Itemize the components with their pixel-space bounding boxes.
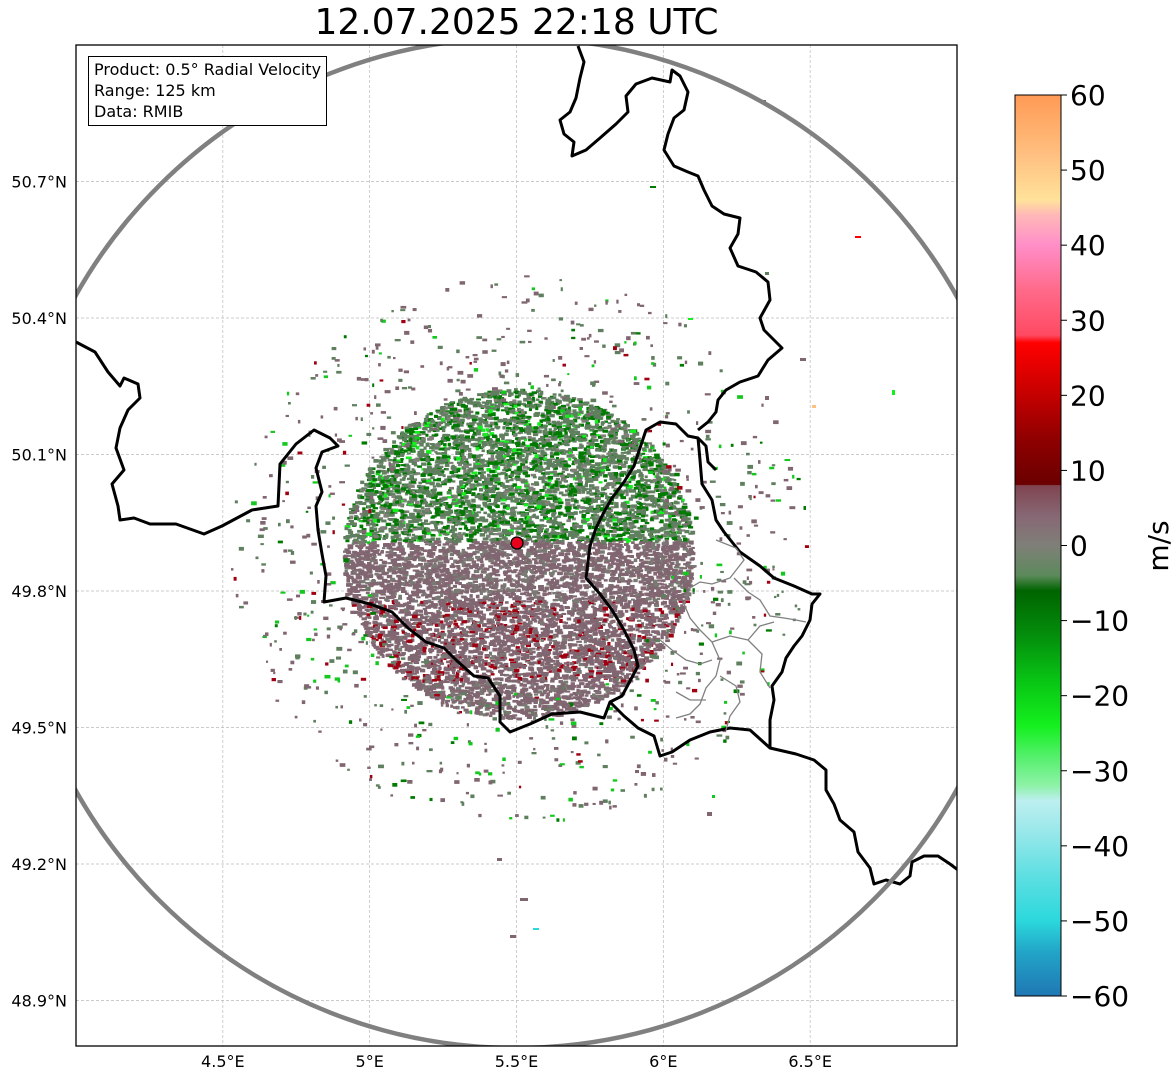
border-fr-de-south [608,700,957,886]
lat-tick-label: 49.5°N [11,719,67,738]
colorbar-tick-label: −20 [1070,680,1129,713]
colorbar-tick-label: 20 [1070,379,1106,412]
lon-tick-label: 6°E [649,1052,677,1071]
colorbar-bar [1014,94,1062,997]
country-borders [76,45,957,886]
colorbar-ticks: 60 50 40 30 20 10 0 −10 −20 −30 −40 −50 −60 [1061,79,1129,1013]
colorbar-tick-label: −10 [1070,605,1129,638]
info-product: Product: 0.5° Radial Velocity [94,60,322,79]
colorbar-label: m/s [1142,520,1171,571]
region-border [675,539,745,719]
colorbar-tick-label: 60 [1070,79,1106,112]
velocity-echo-field [231,100,895,938]
region-border [733,577,807,623]
lat-tick-label: 49.2°N [11,855,67,874]
region-border [719,675,741,731]
lat-tick-label: 50.7°N [11,173,67,192]
colorbar-tick-label: −30 [1070,755,1129,788]
lon-tick-label: 5.5°E [495,1052,539,1071]
colorbar-tick-label: 50 [1070,154,1106,187]
colorbar-tick-label: 10 [1070,454,1106,487]
lon-tick-label: 5°E [356,1052,384,1071]
region-border [659,639,713,665]
colorbar: 60 50 40 30 20 10 0 −10 −20 −30 −40 −50 −60 m/s [1014,79,1171,1013]
lon-tick-label: 4.5°E [201,1052,245,1071]
lat-tick-label: 50.4°N [11,309,67,328]
lat-tick-label: 50.1°N [11,446,67,465]
radar-site-marker [510,536,524,550]
info-data-source: Data: RMIB [94,102,184,121]
region-border [675,691,706,701]
product-info-box: Product: 0.5° Radial Velocity Range: 125… [88,56,328,126]
info-range: Range: 125 km [94,81,216,100]
colorbar-tick-label: −50 [1070,905,1129,938]
region-border [747,621,775,641]
lat-tick-label: 49.8°N [11,582,67,601]
border-lu-fr-de [696,437,822,748]
plot-frame [75,44,958,1047]
border-be-de-east [558,45,784,432]
lat-tick-label: 48.9°N [11,992,67,1011]
colorbar-tick-label: 30 [1070,304,1106,337]
colorbar-tick-label: −40 [1070,830,1129,863]
map-title: 12.07.2025 22:18 UTC [314,2,719,43]
axis-ticks: 4.5°E 5°E 5.5°E 6°E 6.5°E 50.7°N 50.4°N 50.1°N 4… [11,173,832,1072]
region-border [711,635,771,689]
regional-borders [659,539,807,731]
colorbar-tick-label: 40 [1070,229,1106,262]
colorbar-tick-label: −60 [1070,980,1129,1013]
colorbar-tick-label: 0 [1070,530,1088,563]
border-be-fr-west [76,340,718,734]
lon-tick-label: 6.5°E [788,1052,832,1071]
